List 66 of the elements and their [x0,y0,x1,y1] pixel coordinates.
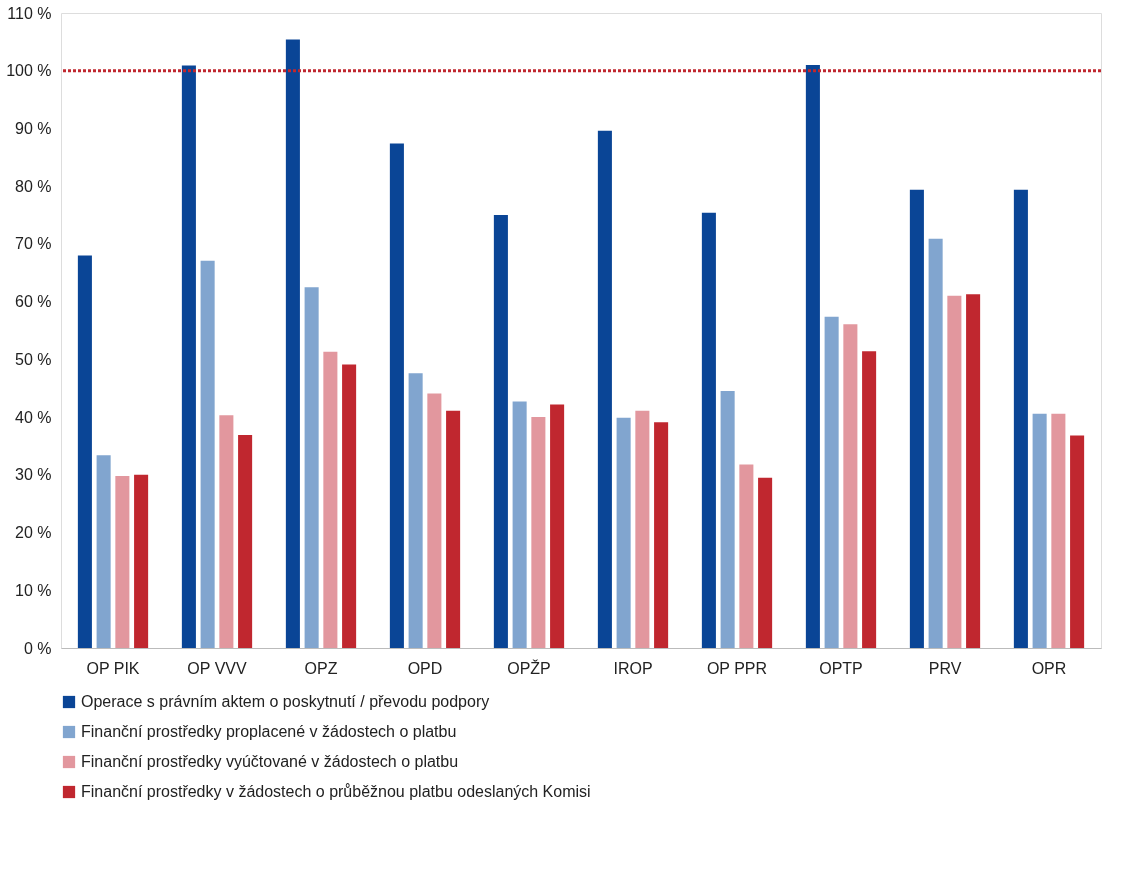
bar [758,477,773,648]
bar [739,464,754,648]
bar [635,410,650,648]
y-tick-label: 80 % [15,177,52,195]
bar [134,474,149,648]
bar [77,255,92,648]
x-tick-label: OPR [1031,659,1067,677]
bar [408,373,423,648]
bar [531,417,546,648]
y-tick-label: 30 % [15,466,52,484]
bar [720,391,735,648]
bar [550,404,565,648]
bar [1032,413,1047,648]
x-tick-label: OPŽP [507,658,551,677]
bar [862,351,877,648]
y-tick-label: 60 % [15,293,52,311]
x-tick-label: OP PIK [86,659,140,677]
bar [1070,435,1085,648]
legend-label: Finanční prostředky proplacené v žádostech o platbu [81,723,457,740]
bar [947,295,962,648]
bar [824,316,839,648]
bar [446,410,461,648]
bar [928,238,943,648]
x-tick-label: OPZ [304,659,338,677]
bar [96,455,111,648]
bar [701,212,716,648]
bar [342,364,357,648]
x-tick-label: IROP [613,659,653,677]
bar [219,415,234,648]
y-tick-label: 20 % [15,524,52,542]
bar [909,189,924,648]
x-tick-label: PRV [928,659,962,677]
bar [181,65,196,648]
bar [1013,189,1028,648]
y-tick-label: 100 % [6,62,52,80]
bar [966,294,981,648]
bar [616,417,631,648]
bar [115,475,130,648]
y-tick-label: 50 % [15,350,52,368]
y-tick-label: 70 % [15,235,52,253]
y-tick-label: 110 % [7,4,52,22]
legend-label: Finanční prostředky vyúčtované v žádostech o platbu [81,753,459,770]
bar [805,64,820,648]
y-tick-label: 10 % [15,581,52,599]
x-tick-label: OPTP [819,659,863,677]
bar [843,324,858,648]
legend-label: Finanční prostředky v žádostech o průběžnou platbu odeslaných Komisi [81,783,591,800]
x-tick-label: OP PPR [706,659,768,677]
bar [597,130,612,648]
legend-label: Operace s právním aktem o poskytnutí / převodu podpory [81,693,490,710]
bar [323,351,338,648]
bar [654,422,669,648]
bar [512,401,527,648]
bar [389,143,404,648]
x-tick-label: OP VVV [187,659,247,677]
bar [1051,413,1066,648]
y-tick-label: 0 % [23,639,52,657]
y-tick-label: 90 % [15,119,52,137]
bar [285,39,300,648]
bar [200,260,215,648]
bar [238,434,253,648]
bar [493,215,508,648]
bar [304,287,319,648]
bar [427,393,442,648]
y-tick-label: 40 % [15,408,52,426]
x-tick-label: OPD [407,659,443,677]
